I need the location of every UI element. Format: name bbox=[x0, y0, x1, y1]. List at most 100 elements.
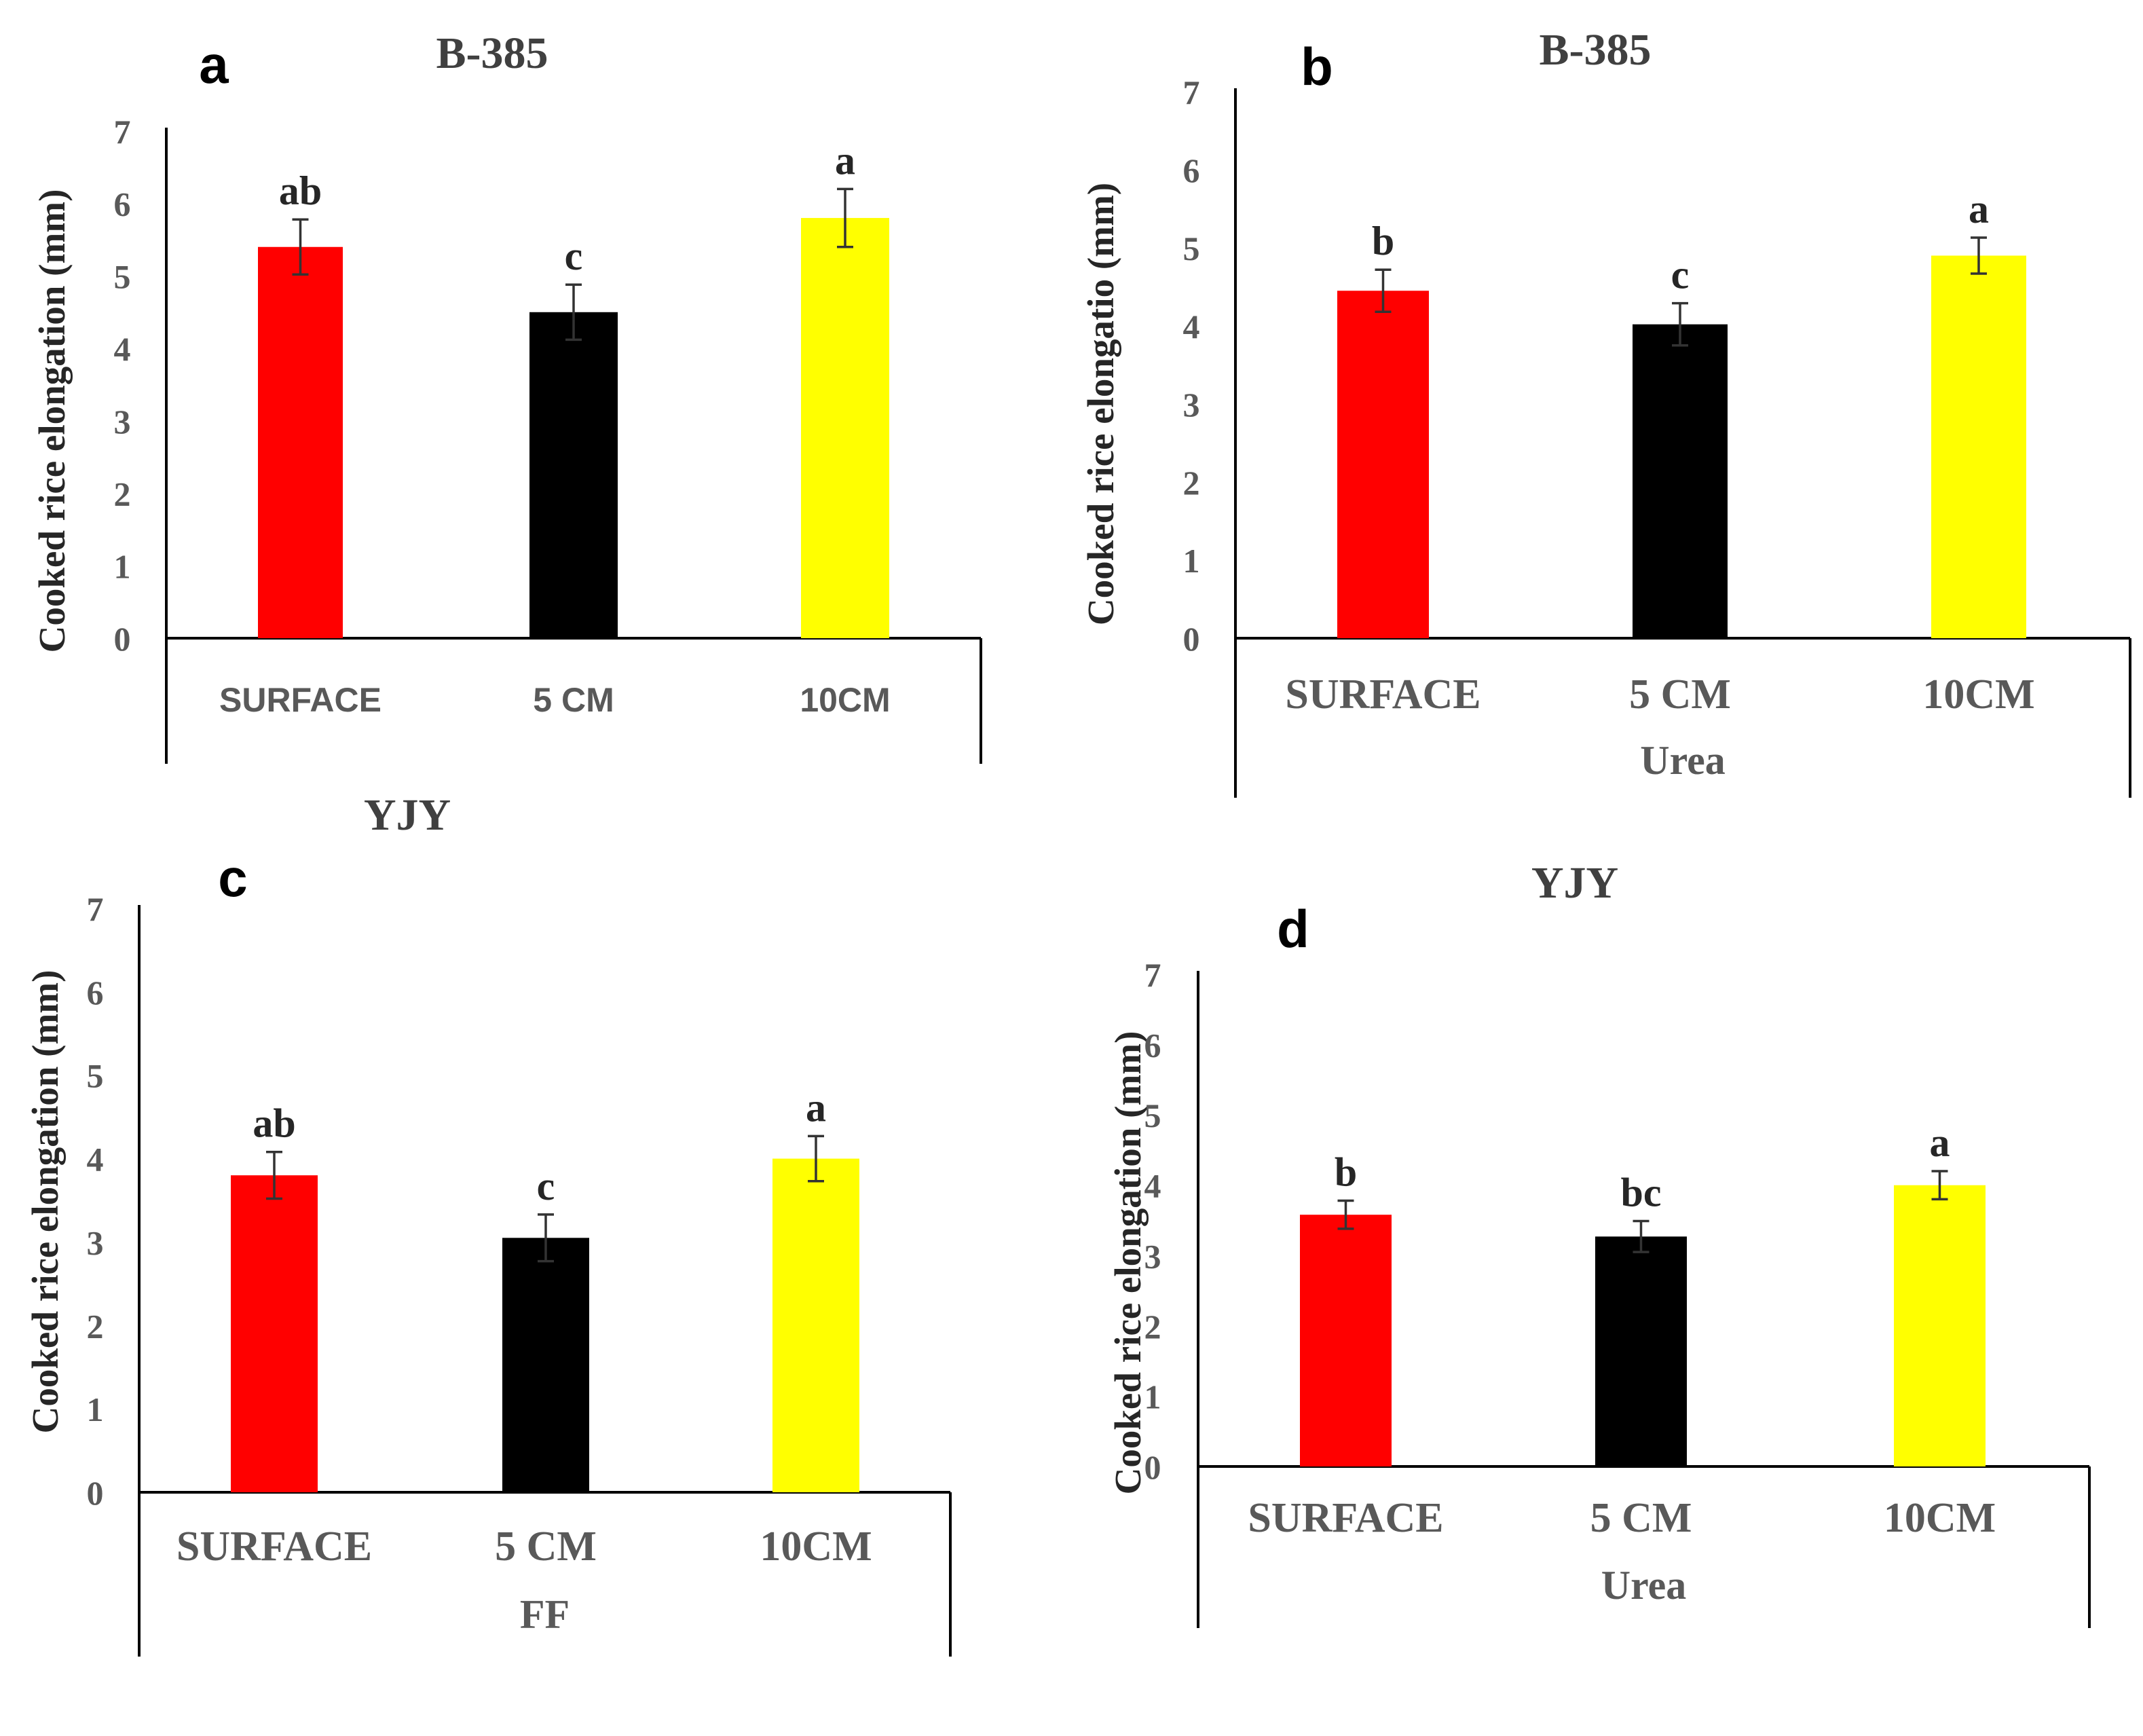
y-tick-label: 5 bbox=[1183, 229, 1200, 267]
y-tick-label: 0 bbox=[87, 1474, 104, 1512]
significance-letter: c bbox=[565, 234, 583, 278]
chart-title: B-385 bbox=[1540, 25, 1652, 75]
error-bar bbox=[266, 1150, 282, 1200]
y-tick-label: 3 bbox=[87, 1223, 104, 1261]
y-tick-label: 4 bbox=[87, 1141, 104, 1179]
error-bar bbox=[837, 187, 853, 248]
bar-10cm bbox=[1931, 255, 2026, 638]
significance-letter: ab bbox=[279, 168, 322, 213]
bar-surface bbox=[1337, 291, 1429, 638]
significance-letter: a bbox=[806, 1085, 826, 1130]
y-tick-label: 4 bbox=[1144, 1167, 1161, 1205]
y-axis-label: Cooked rice elongation (mm) bbox=[24, 970, 66, 1434]
bar-10cm bbox=[1894, 1185, 1986, 1466]
x-tick-label: 10CM bbox=[1884, 1495, 1996, 1541]
y-tick-label: 4 bbox=[114, 330, 131, 368]
panel-label: d bbox=[1277, 899, 1309, 959]
x-tick-label: SURFACE bbox=[1285, 671, 1480, 718]
x-tick-label: 10CM bbox=[1922, 671, 2034, 718]
error-bar bbox=[1672, 301, 1688, 347]
y-tick-label: 2 bbox=[1144, 1308, 1161, 1346]
y-tick-label: 1 bbox=[1183, 542, 1200, 580]
x-tick-label: 10CM bbox=[760, 1523, 872, 1570]
chart-panel-d: d YJY Cooked rice elongation (mm)0 1 2 3 4 5 6 7 b… bbox=[1107, 858, 2091, 1628]
bar-5-cm bbox=[502, 1238, 589, 1492]
x-tick-label: SURFACE bbox=[219, 681, 381, 719]
error-bar bbox=[1971, 236, 1987, 275]
y-axis-label: Cooked rice elongation (mm) bbox=[1107, 1031, 1149, 1495]
panel-label: c bbox=[218, 848, 247, 908]
y-tick-label: 1 bbox=[114, 547, 131, 585]
chart-title: YJY bbox=[1531, 858, 1618, 908]
significance-letter: a bbox=[1930, 1120, 1950, 1165]
y-tick-label: 0 bbox=[1144, 1448, 1161, 1486]
bar-10cm bbox=[772, 1158, 859, 1492]
y-tick-label: 2 bbox=[114, 475, 131, 513]
y-tick-label: 7 bbox=[114, 113, 131, 151]
y-tick-label: 6 bbox=[1183, 151, 1200, 189]
x-axis-label: Urea bbox=[1640, 738, 1726, 783]
error-bar bbox=[808, 1134, 824, 1183]
bar-10cm bbox=[801, 218, 889, 638]
y-axis-label: Cooked rice elongatio (mm) bbox=[1080, 183, 1121, 625]
y-tick-label: 1 bbox=[87, 1390, 104, 1428]
panel-label: b bbox=[1301, 37, 1333, 96]
x-tick-label: SURFACE bbox=[1248, 1495, 1443, 1541]
error-bar bbox=[538, 1213, 554, 1263]
y-tick-label: 7 bbox=[1144, 956, 1161, 994]
x-tick-label: 5 CM bbox=[1629, 671, 1731, 718]
y-tick-label: 7 bbox=[1183, 73, 1200, 111]
significance-letter: b bbox=[1372, 219, 1394, 263]
error-bar bbox=[565, 283, 582, 341]
y-tick-label: 4 bbox=[1183, 308, 1200, 346]
bar-surface bbox=[258, 246, 343, 638]
chart-panel-c: c YJY Cooked rice elongation (mm) 0 1 2 3 4 5 6 7 a… bbox=[24, 790, 952, 1657]
significance-letter: bc bbox=[1621, 1170, 1662, 1215]
bar-5-cm bbox=[1595, 1236, 1687, 1466]
chart-title: B-385 bbox=[436, 29, 548, 78]
y-tick-label: 6 bbox=[1144, 1027, 1161, 1065]
bar-5-cm bbox=[529, 312, 618, 638]
y-tick-label: 6 bbox=[87, 974, 104, 1012]
error-bar bbox=[1931, 1170, 1948, 1201]
significance-letter: ab bbox=[253, 1101, 295, 1146]
y-tick-label: 2 bbox=[87, 1307, 104, 1345]
significance-letter: a bbox=[1969, 187, 1989, 232]
x-tick-label: SURFACE bbox=[176, 1523, 372, 1570]
chart-panel-a: a B-385 Cooked rice elongation (mm) 0 1 2 3 4 5 6… bbox=[31, 29, 982, 764]
y-tick-label: 7 bbox=[87, 890, 104, 928]
significance-letter: c bbox=[1671, 253, 1690, 297]
x-tick-label: 5 CM bbox=[533, 681, 614, 719]
significance-letter: b bbox=[1335, 1150, 1357, 1195]
error-bar bbox=[1337, 1199, 1354, 1230]
error-bar bbox=[1375, 268, 1392, 314]
panel-label: a bbox=[199, 35, 229, 94]
y-tick-label: 5 bbox=[114, 257, 131, 295]
significance-letter: c bbox=[537, 1164, 555, 1208]
y-tick-label: 3 bbox=[1183, 386, 1200, 424]
y-tick-label: 5 bbox=[1144, 1096, 1161, 1134]
x-axis-label: Urea bbox=[1601, 1563, 1687, 1608]
x-tick-label: 5 CM bbox=[1590, 1495, 1692, 1541]
x-tick-label: 5 CM bbox=[495, 1523, 597, 1570]
chart-title: YJY bbox=[364, 790, 451, 840]
significance-letter: a bbox=[835, 138, 855, 183]
error-bar bbox=[292, 218, 309, 276]
y-tick-label: 5 bbox=[87, 1057, 104, 1095]
y-tick-label: 3 bbox=[114, 403, 131, 441]
y-tick-label: 1 bbox=[1144, 1378, 1161, 1416]
y-tick-label: 0 bbox=[1183, 620, 1200, 658]
x-axis-label: FF bbox=[520, 1592, 570, 1637]
error-bar bbox=[1633, 1219, 1650, 1253]
bar-surface bbox=[1300, 1215, 1392, 1466]
y-tick-label: 3 bbox=[1144, 1237, 1161, 1275]
y-axis-label: Cooked rice elongation (mm) bbox=[31, 189, 73, 653]
y-tick-label: 0 bbox=[114, 620, 131, 658]
chart-panel-b: b B-385 Cooked rice elongatio (mm) 0 1 2 3 4 5 6 7… bbox=[1080, 25, 2131, 798]
bar-surface bbox=[231, 1175, 318, 1492]
y-tick-label: 6 bbox=[114, 185, 131, 223]
bar-5-cm bbox=[1633, 324, 1728, 638]
x-tick-label: 10CM bbox=[800, 681, 890, 719]
y-tick-label: 2 bbox=[1183, 464, 1200, 502]
